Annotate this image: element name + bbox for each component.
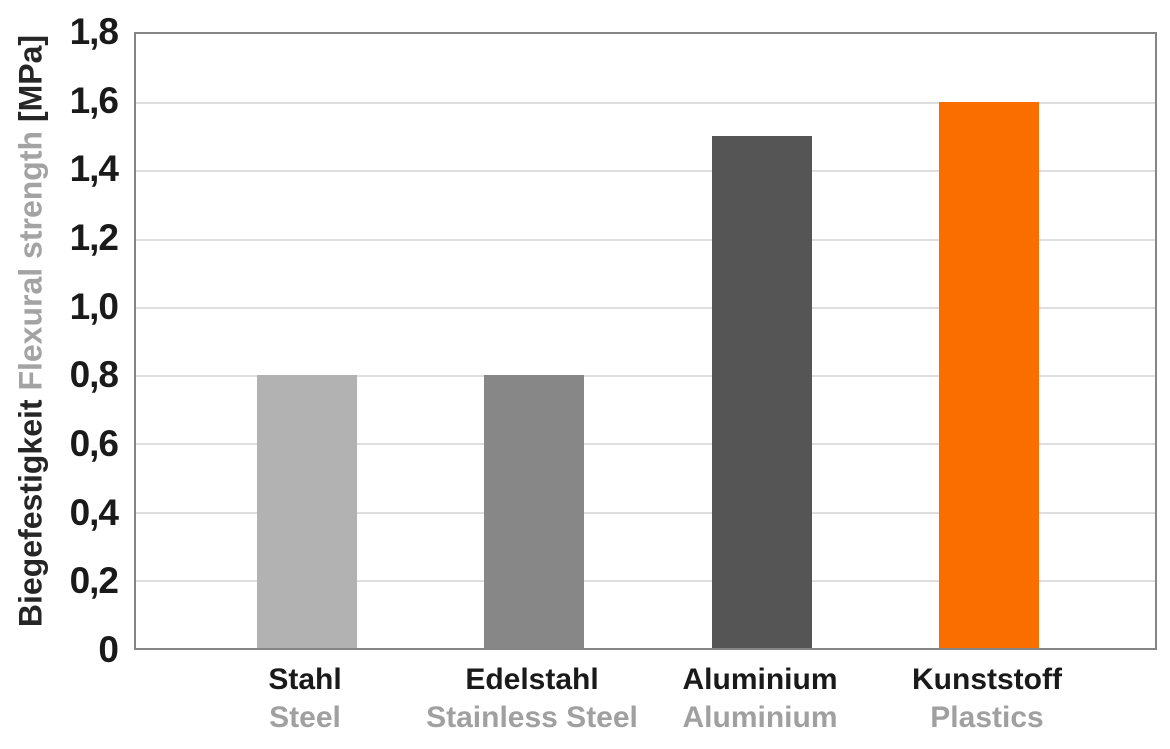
x-label-english: Aluminium	[682, 701, 838, 734]
gridline-0,2	[136, 580, 1155, 582]
y-axis-title: Biegefestigkeit Flexural strength [MPa]	[13, 35, 50, 627]
x-label-english: Stainless Steel	[426, 701, 638, 734]
y-tick-label-1,4: 1,4	[69, 148, 119, 189]
bar-plastics	[939, 102, 1039, 648]
x-label-german: Stahl	[268, 663, 342, 696]
x-label-stainless-steel: Edelstahl Stainless Steel	[426, 661, 638, 737]
x-label-english: Plastics	[930, 701, 1044, 734]
bar-stainless-steel	[484, 375, 584, 648]
gridline-0,8	[136, 375, 1155, 377]
gridline-1,2	[136, 239, 1155, 241]
gridline-1,4	[136, 170, 1155, 172]
bar-steel	[257, 375, 357, 648]
y-tick-label-1,6: 1,6	[69, 80, 119, 121]
x-label-english: Steel	[269, 701, 341, 734]
x-label-plastics: Kunststoff Plastics	[912, 661, 1062, 737]
y-tick-label-0,6: 0,6	[69, 423, 119, 464]
plot-area	[134, 32, 1157, 650]
y-tick-label-1,2: 1,2	[69, 217, 119, 258]
x-label-aluminium: Aluminium Aluminium	[683, 661, 838, 737]
x-label-steel: Stahl Steel	[268, 661, 341, 737]
x-label-german: Kunststoff	[912, 663, 1062, 696]
y-tick-label-1,8: 1,8	[69, 11, 119, 52]
x-label-german: Aluminium	[682, 663, 838, 696]
gridline-0,6	[136, 443, 1155, 445]
y-tick-label-1,0: 1,0	[69, 286, 119, 327]
gridline-0,4	[136, 512, 1155, 514]
y-tick-label-0: 0	[98, 629, 119, 670]
gridline-1,0	[136, 307, 1155, 309]
gridline-1,6	[136, 102, 1155, 104]
y-tick-label-0,4: 0,4	[69, 492, 119, 533]
y-tick-label-0,2: 0,2	[69, 560, 119, 601]
x-label-german: Edelstahl	[465, 663, 599, 696]
y-tick-label-0,8: 0,8	[69, 354, 119, 395]
bar-aluminium	[712, 136, 812, 648]
